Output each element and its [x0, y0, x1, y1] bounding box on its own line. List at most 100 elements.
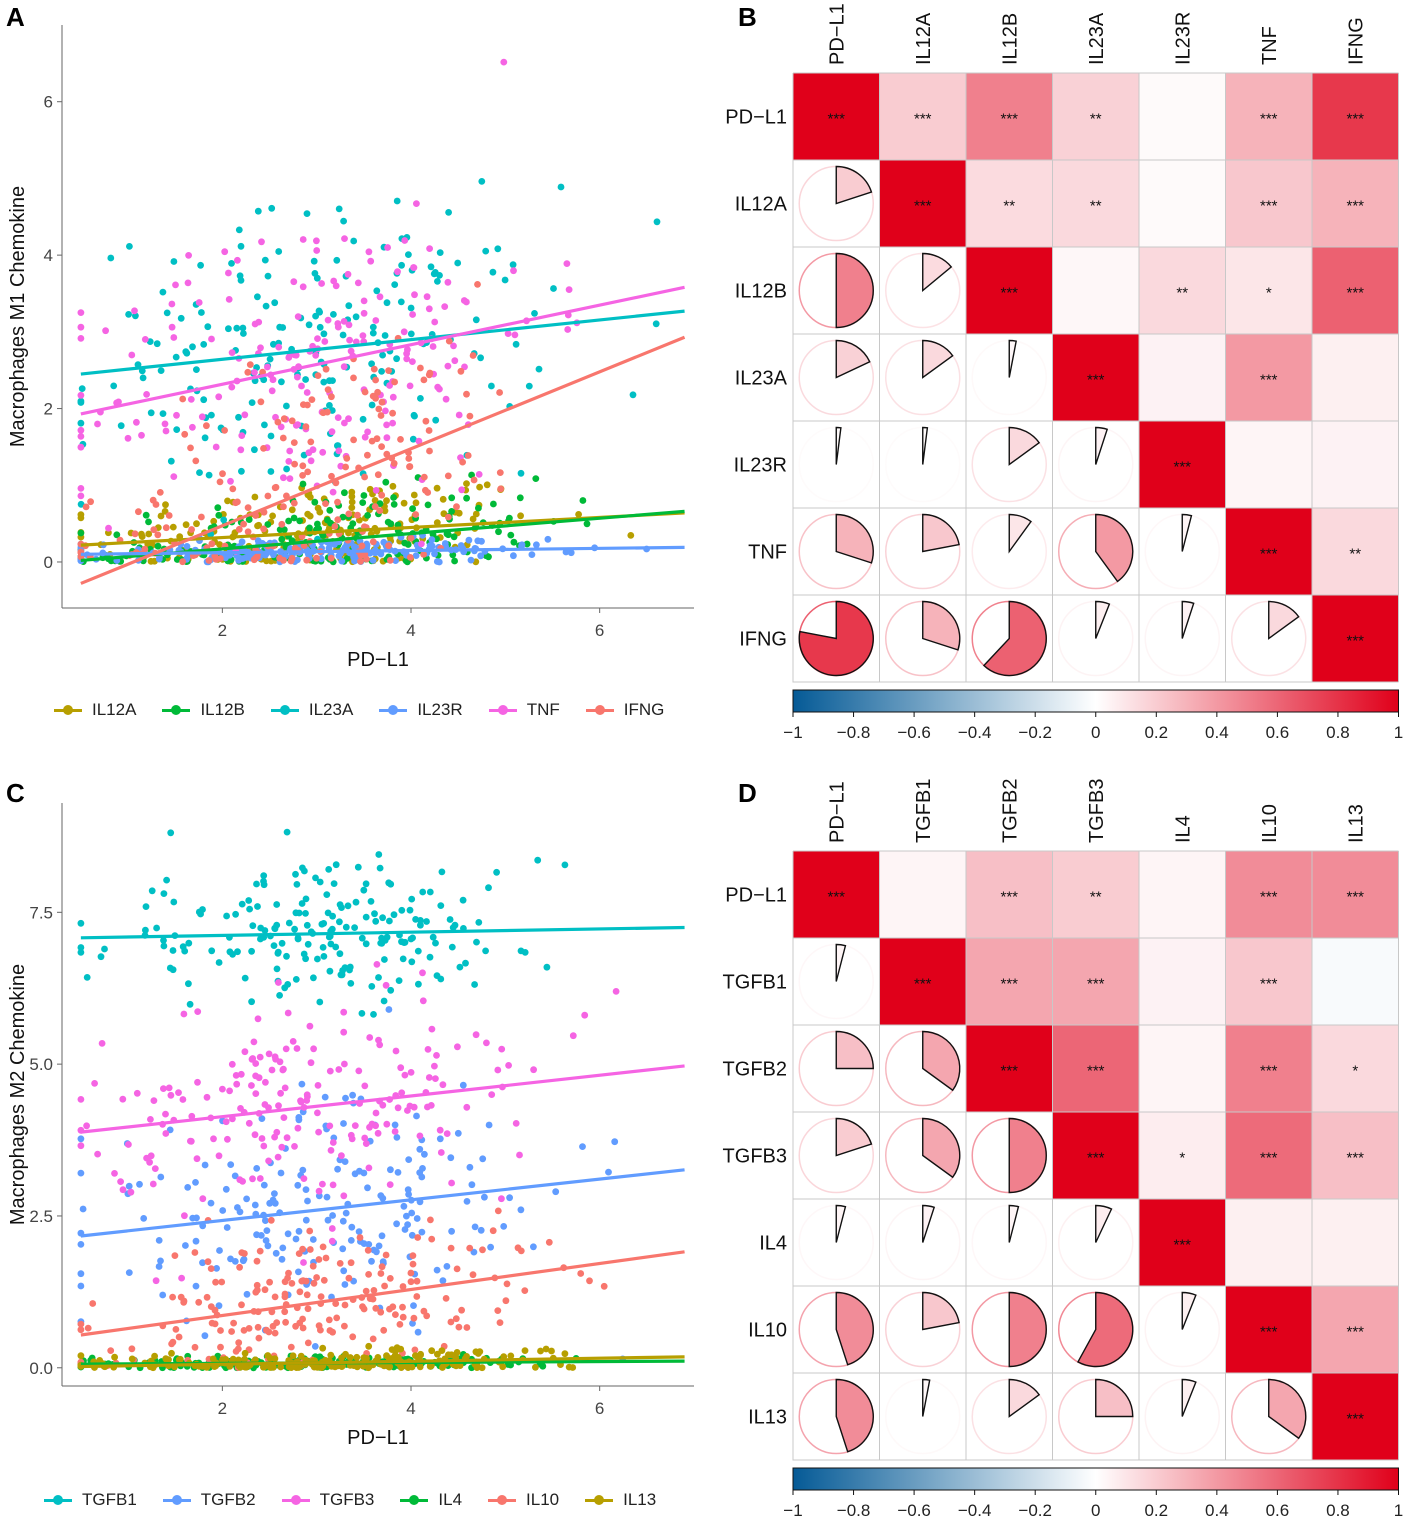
data-point: [298, 382, 305, 390]
heatmap-cell: [966, 160, 1053, 247]
data-point: [280, 1065, 287, 1073]
data-point: [285, 517, 292, 525]
column-label: IL10: [1259, 804, 1281, 843]
data-point: [382, 1251, 390, 1259]
data-point: [299, 1324, 307, 1332]
data-point: [264, 363, 271, 371]
data-point: [364, 512, 371, 519]
data-point: [128, 1355, 136, 1363]
data-point: [299, 236, 307, 243]
data-point: [499, 1363, 507, 1371]
column-label: TGFB2: [999, 779, 1021, 843]
legend-label: IL4: [438, 1490, 463, 1509]
data-point: [236, 1263, 244, 1271]
data-point: [473, 938, 480, 946]
data-point: [517, 1247, 525, 1255]
data-point: [374, 388, 381, 396]
data-point: [229, 485, 237, 493]
data-point: [471, 981, 478, 988]
data-point: [115, 398, 122, 406]
data-point: [304, 1197, 311, 1205]
data-point: [228, 1328, 236, 1335]
heatmap-cell: [1312, 1286, 1399, 1373]
data-point: [256, 1175, 264, 1182]
data-point: [272, 1055, 279, 1063]
significance-label: ***: [1173, 459, 1191, 476]
data-point: [195, 299, 203, 306]
fit-line-il13: [80, 1355, 685, 1369]
data-point: [119, 1095, 127, 1103]
data-point: [208, 411, 215, 419]
data-point: [379, 914, 386, 922]
data-point: [271, 1133, 278, 1141]
data-point: [456, 963, 464, 971]
data-point: [198, 309, 205, 316]
heatmap-cell: [1312, 73, 1399, 160]
data-point: [548, 1347, 555, 1355]
data-point: [516, 1151, 523, 1159]
data-point: [216, 1247, 223, 1254]
legend-swatch: [400, 1493, 429, 1507]
data-point: [431, 550, 438, 558]
significance-label: ***: [1346, 285, 1364, 302]
data-point: [77, 426, 85, 434]
data-point: [162, 1110, 169, 1118]
data-point: [261, 927, 269, 934]
data-point: [252, 1356, 259, 1364]
data-point: [463, 1353, 470, 1360]
panel-label-a: A: [6, 2, 25, 32]
data-point: [291, 925, 298, 933]
data-point: [383, 1352, 390, 1360]
data-point: [203, 1093, 211, 1101]
data-point: [488, 1091, 496, 1098]
data-point: [407, 1069, 415, 1076]
column-label: PD−L1: [826, 3, 848, 65]
colorbar-tick-label: 0.6: [1266, 723, 1290, 742]
data-point: [249, 1055, 257, 1062]
data-point: [391, 1128, 399, 1135]
data-point: [464, 452, 472, 459]
data-point: [78, 385, 86, 392]
column-label: TGFB3: [1086, 779, 1108, 843]
data-point: [341, 1322, 348, 1330]
data-point: [279, 324, 287, 331]
data-point: [276, 992, 283, 999]
heatmap-cell: [1312, 1199, 1399, 1286]
data-point: [327, 940, 335, 948]
data-point: [145, 518, 152, 526]
data-point: [377, 1192, 385, 1199]
data-point: [159, 1291, 167, 1299]
data-point: [518, 541, 526, 549]
data-point: [152, 501, 160, 508]
data-point: [254, 1015, 262, 1023]
data-point: [141, 545, 149, 553]
data-point: [627, 532, 635, 539]
data-point: [331, 523, 339, 530]
significance-label: ***: [827, 111, 845, 128]
data-point: [140, 1215, 148, 1222]
data-point: [361, 473, 368, 481]
data-point: [376, 864, 384, 872]
heatmap-cell: [1052, 73, 1139, 160]
data-point: [364, 1246, 372, 1254]
column-label: IL23R: [1172, 12, 1194, 65]
fit-line-il23r: [80, 545, 685, 556]
data-point: [304, 1339, 312, 1347]
significance-label: ***: [1260, 1324, 1278, 1341]
data-point: [169, 947, 177, 954]
data-point: [298, 1277, 306, 1285]
data-point: [377, 1308, 385, 1316]
data-point: [341, 235, 348, 243]
data-point: [227, 1255, 234, 1263]
heatmap-cell: [793, 73, 880, 160]
data-point: [310, 1045, 317, 1053]
data-point: [295, 1268, 302, 1276]
heatmap-cell: [966, 1025, 1053, 1112]
data-point: [496, 469, 504, 476]
data-point: [357, 558, 364, 565]
data-point: [224, 1135, 231, 1143]
data-point: [77, 1326, 85, 1334]
data-point: [445, 209, 452, 216]
data-point: [453, 1349, 461, 1356]
data-point: [365, 1364, 372, 1372]
